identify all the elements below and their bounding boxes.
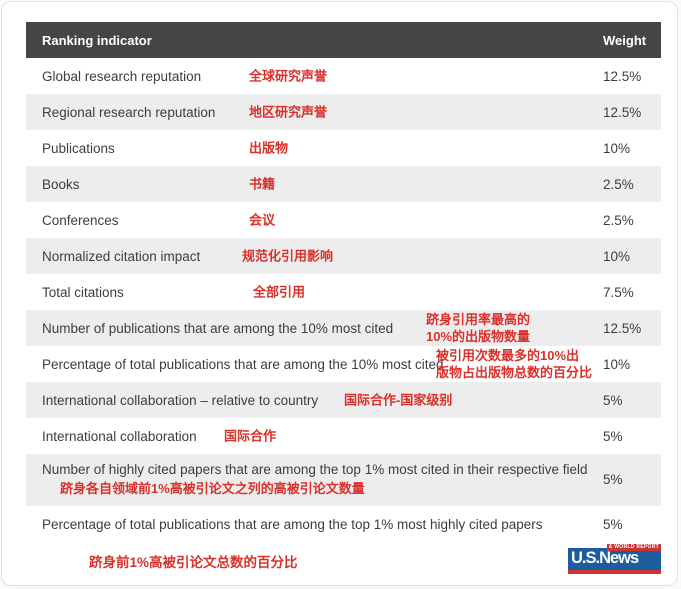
indicator-label-en: Percentage of total publications that ar…: [42, 356, 444, 372]
indicator-label-en: International collaboration – relative t…: [42, 392, 319, 408]
weight-value: 5%: [603, 516, 623, 532]
table-row: Percentage of total publications that ar…: [26, 346, 661, 382]
usnews-logo: & WORLD REPORT U.S.News: [568, 544, 661, 574]
table-row: Normalized citation impact 规范化引用影响 10%: [26, 238, 661, 274]
indicator-annotation-zh: 规范化引用影响: [242, 248, 334, 264]
indicator-cell: Publications 出版物: [42, 139, 603, 158]
weight-value: 12.5%: [603, 68, 642, 84]
weight-value: 7.5%: [603, 284, 634, 300]
indicator-label-en: Global research reputation: [42, 68, 202, 84]
table-row: International collaboration – relative t…: [26, 382, 661, 418]
indicator-cell: Number of highly cited papers that are a…: [42, 460, 603, 498]
indicator-cell: Percentage of total publications that ar…: [42, 515, 603, 534]
indicator-cell: Normalized citation impact 规范化引用影响: [42, 247, 603, 266]
indicator-cell: Number of publications that are among th…: [42, 312, 603, 344]
indicator-annotation-zh: 出版物: [249, 140, 289, 156]
table-row: Number of publications that are among th…: [26, 310, 661, 346]
indicator-annotation-zh: 会议: [249, 212, 276, 228]
indicator-annotation-zh: 地区研究声誉: [249, 104, 328, 120]
weight-value: 5%: [603, 471, 623, 487]
weight-value: 2.5%: [603, 212, 634, 228]
header-ranking-indicator: Ranking indicator: [42, 32, 152, 48]
table-row: Publications 出版物 10%: [26, 130, 661, 166]
weight-value: 12.5%: [603, 104, 642, 120]
weight-value: 12.5%: [603, 320, 642, 336]
indicator-cell: Conferences 会议: [42, 211, 603, 230]
indicator-label-en: Percentage of total publications that ar…: [42, 516, 543, 532]
indicator-annotation-zh: 国际合作: [224, 428, 277, 444]
indicator-cell: Percentage of total publications that ar…: [42, 348, 603, 380]
footer-annotation-zh: 跻身前1%高被引论文总数的百分比: [89, 554, 298, 570]
ranking-indicators-table: Ranking indicator Weight Global research…: [26, 22, 661, 542]
indicator-annotation-zh: 被引用次数最多的10%出 版物占出版物总数的百分比: [436, 348, 593, 380]
indicator-annotation-zh: 国际合作-国家级别: [344, 392, 453, 408]
usnews-logo-tagline: & WORLD REPORT: [606, 544, 661, 551]
footer: 跻身前1%高被引论文总数的百分比 & WORLD REPORT U.S.News: [26, 544, 661, 574]
table-row: Conferences 会议 2.5%: [26, 202, 661, 238]
table-row: Total citations 全部引用 7.5%: [26, 274, 661, 310]
indicator-annotation-zh: 全部引用: [253, 284, 306, 300]
indicator-label-en: Total citations: [42, 284, 124, 300]
weight-value: 5%: [603, 428, 623, 444]
weight-value: 2.5%: [603, 176, 634, 192]
weight-value: 5%: [603, 392, 623, 408]
indicator-label-en: International collaboration: [42, 428, 197, 444]
indicator-cell: Regional research reputation 地区研究声誉: [42, 103, 603, 122]
indicator-cell: Global research reputation 全球研究声誉: [42, 67, 603, 86]
weight-value: 10%: [603, 140, 631, 156]
usnews-logo-wordmark: U.S.News: [571, 549, 639, 567]
usnews-logo-red-bar: [568, 570, 661, 574]
table-row: Regional research reputation 地区研究声誉 12.5%: [26, 94, 661, 130]
usnews-logo-background: [568, 548, 661, 570]
indicator-annotation-zh: 全球研究声誉: [249, 68, 328, 84]
indicator-label-en: Normalized citation impact: [42, 248, 201, 264]
indicator-annotation-zh: 跻身各自领域前1%高被引论文之列的高被引论文数量: [60, 481, 365, 496]
indicator-cell: Books 书籍: [42, 175, 603, 194]
table-row: Percentage of total publications that ar…: [26, 506, 661, 542]
indicator-annotation-zh: 跻身引用率最高的 10%的出版物数量: [426, 312, 531, 344]
table-header-row: Ranking indicator Weight: [26, 22, 661, 58]
weight-value: 10%: [603, 356, 631, 372]
indicator-cell: Total citations 全部引用: [42, 283, 603, 302]
indicator-label-en: Conferences: [42, 212, 119, 228]
table-row: Global research reputation 全球研究声誉 12.5%: [26, 58, 661, 94]
header-weight: Weight: [603, 32, 647, 48]
indicator-label-en: Number of highly cited papers that are a…: [42, 462, 588, 477]
indicator-label-en: Regional research reputation: [42, 104, 216, 120]
table-row: Number of highly cited papers that are a…: [26, 454, 661, 506]
indicator-annotation-zh: 书籍: [249, 176, 276, 192]
table-body: Global research reputation 全球研究声誉 12.5% R…: [26, 58, 661, 542]
table-row: International collaboration 国际合作 5%: [26, 418, 661, 454]
indicator-cell: International collaboration 国际合作: [42, 427, 603, 446]
indicator-label-en: Books: [42, 176, 80, 192]
indicator-label-en: Number of publications that are among th…: [42, 320, 394, 336]
table-row: Books 书籍 2.5%: [26, 166, 661, 202]
weight-value: 10%: [603, 248, 631, 264]
indicator-label-en: Publications: [42, 140, 115, 156]
indicator-cell: International collaboration – relative t…: [42, 391, 603, 410]
